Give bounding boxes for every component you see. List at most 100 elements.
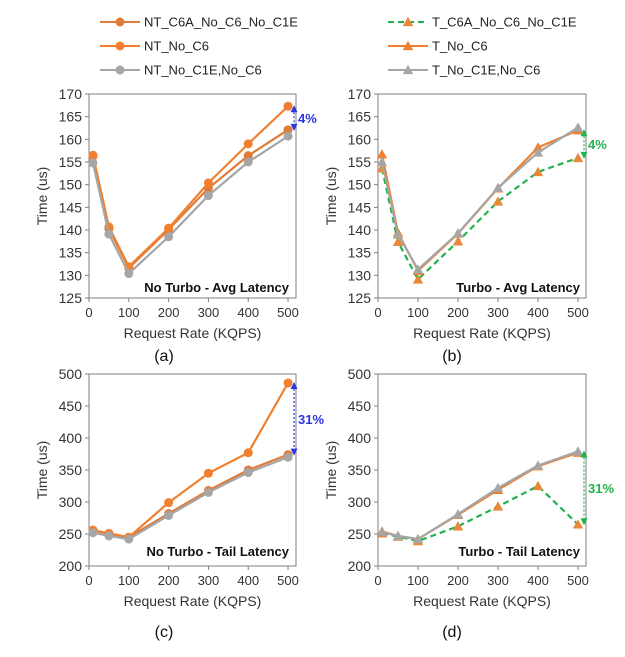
series-line [381,484,579,543]
y-axis-title: Time (us) [34,167,50,226]
legend-marker-swatch [115,41,125,51]
panel-annotation: Turbo - Tail Latency [458,544,580,559]
y-tick-label: 250 [348,526,372,542]
gap-annotation: 31% [290,381,324,456]
data-point [203,468,213,478]
y-tick-label: 155 [348,154,372,170]
legend-label: T_No_C6 [432,39,488,54]
y-tick-label: 125 [348,290,372,306]
data-point [572,152,584,163]
series-line [92,456,289,541]
data-point [88,150,98,160]
chart-c: 200 250 300 350 400 450 500 0 100 200 300 400 500 Req… [34,366,324,641]
data-point [203,487,213,497]
x-tick-label: 100 [118,573,140,588]
data-point [412,533,424,544]
x-tick-label: 500 [567,573,589,588]
data-point [203,191,213,201]
data-point [203,178,213,188]
y-axis-title: Time (us) [323,441,339,500]
data-point [412,264,424,274]
gap-annotation: 31% [580,450,614,526]
data-point [376,156,388,167]
data-point [243,139,253,149]
series-line [91,105,289,268]
y-tick-label: 300 [59,494,83,510]
x-tick-label: 400 [237,573,259,588]
gap-label: 4% [298,111,317,126]
x-tick-label: 400 [527,573,549,588]
gap-label: 31% [588,481,614,496]
data-point [492,482,504,493]
x-tick-label: 300 [198,573,220,588]
data-point [532,460,544,470]
data-point [492,196,504,206]
data-point [164,498,174,508]
y-tick-label: 450 [59,398,83,414]
x-axis-title: Request Rate (KQPS) [413,593,551,609]
x-tick-label: 100 [407,305,429,320]
series-NT_C6A_No_C6_No_C1E [88,125,293,273]
x-tick-label: 0 [374,573,381,588]
data-point [243,448,253,458]
legend-marker-swatch [402,64,414,75]
gap-arrowhead [290,381,298,389]
data-point [492,182,504,192]
y-tick-label: 145 [59,199,83,215]
legend-label: NT_No_C6 [144,39,209,54]
chart-d: 200 250 300 350 400 450 500 0 100 200 300 400 500 Req… [323,366,614,641]
y-tick-label: 200 [348,558,372,574]
series-NT_No_C1E,No_C6 [88,131,293,279]
plot-area-border [88,93,297,299]
gap-annotation: 4% [580,129,607,159]
data-point [412,274,424,284]
x-tick-label: 200 [447,573,469,588]
plot-area-border [377,93,587,299]
legend-right: T_C6A_No_C6_No_C1E T_No_C6 T_No_C1E,No_C6 [388,15,577,78]
x-tick-label: 0 [374,305,381,320]
y-tick-label: 160 [348,131,372,147]
data-point [572,519,584,529]
y-tick-label: 400 [348,430,372,446]
gap-arrowhead [290,105,298,113]
x-tick-label: 200 [158,573,180,588]
y-tick-label: 500 [59,366,83,382]
data-point [376,526,388,537]
y-tick-label: 450 [348,398,372,414]
data-point [452,508,464,519]
data-point [243,468,253,478]
series-NT_No_C6 [88,378,293,542]
x-tick-label: 200 [158,305,180,320]
series-T_No_C6 [376,447,584,544]
x-tick-label: 500 [567,305,589,320]
data-point [124,534,134,544]
data-point [492,501,504,511]
series-NT_No_C6 [88,101,293,272]
x-tick-label: 0 [85,305,92,320]
data-point [283,378,293,388]
gap-arrowhead [580,151,588,159]
legend-entry: NT_No_C1E,No_C6 [100,63,262,78]
data-point [243,151,253,161]
x-tick-label: 300 [487,305,509,320]
legend-marker-swatch [115,65,125,75]
subfigure-label: (a) [154,348,174,365]
data-point [572,446,584,456]
legend-label: T_No_C1E,No_C6 [432,63,540,78]
data-point [376,149,388,159]
legend-entry: NT_C6A_No_C6_No_C1E [100,15,298,30]
x-axis-title: Request Rate (KQPS) [413,325,551,341]
series-line [91,128,289,270]
gap-annotation: 4% [290,105,317,131]
y-tick-label: 200 [59,558,83,574]
chart-b: 125 130 135 140 145 150 155 160 165 170 0 100 200 300… [323,86,607,365]
x-tick-label: 300 [487,573,509,588]
legend-marker-swatch [402,16,414,27]
subfigure-label: (d) [442,624,462,641]
panel-annotation: Turbo - Avg Latency [456,280,581,295]
y-tick-label: 135 [348,245,372,261]
series-line [92,453,289,539]
data-point [572,122,584,132]
gap-label: 4% [588,137,607,152]
